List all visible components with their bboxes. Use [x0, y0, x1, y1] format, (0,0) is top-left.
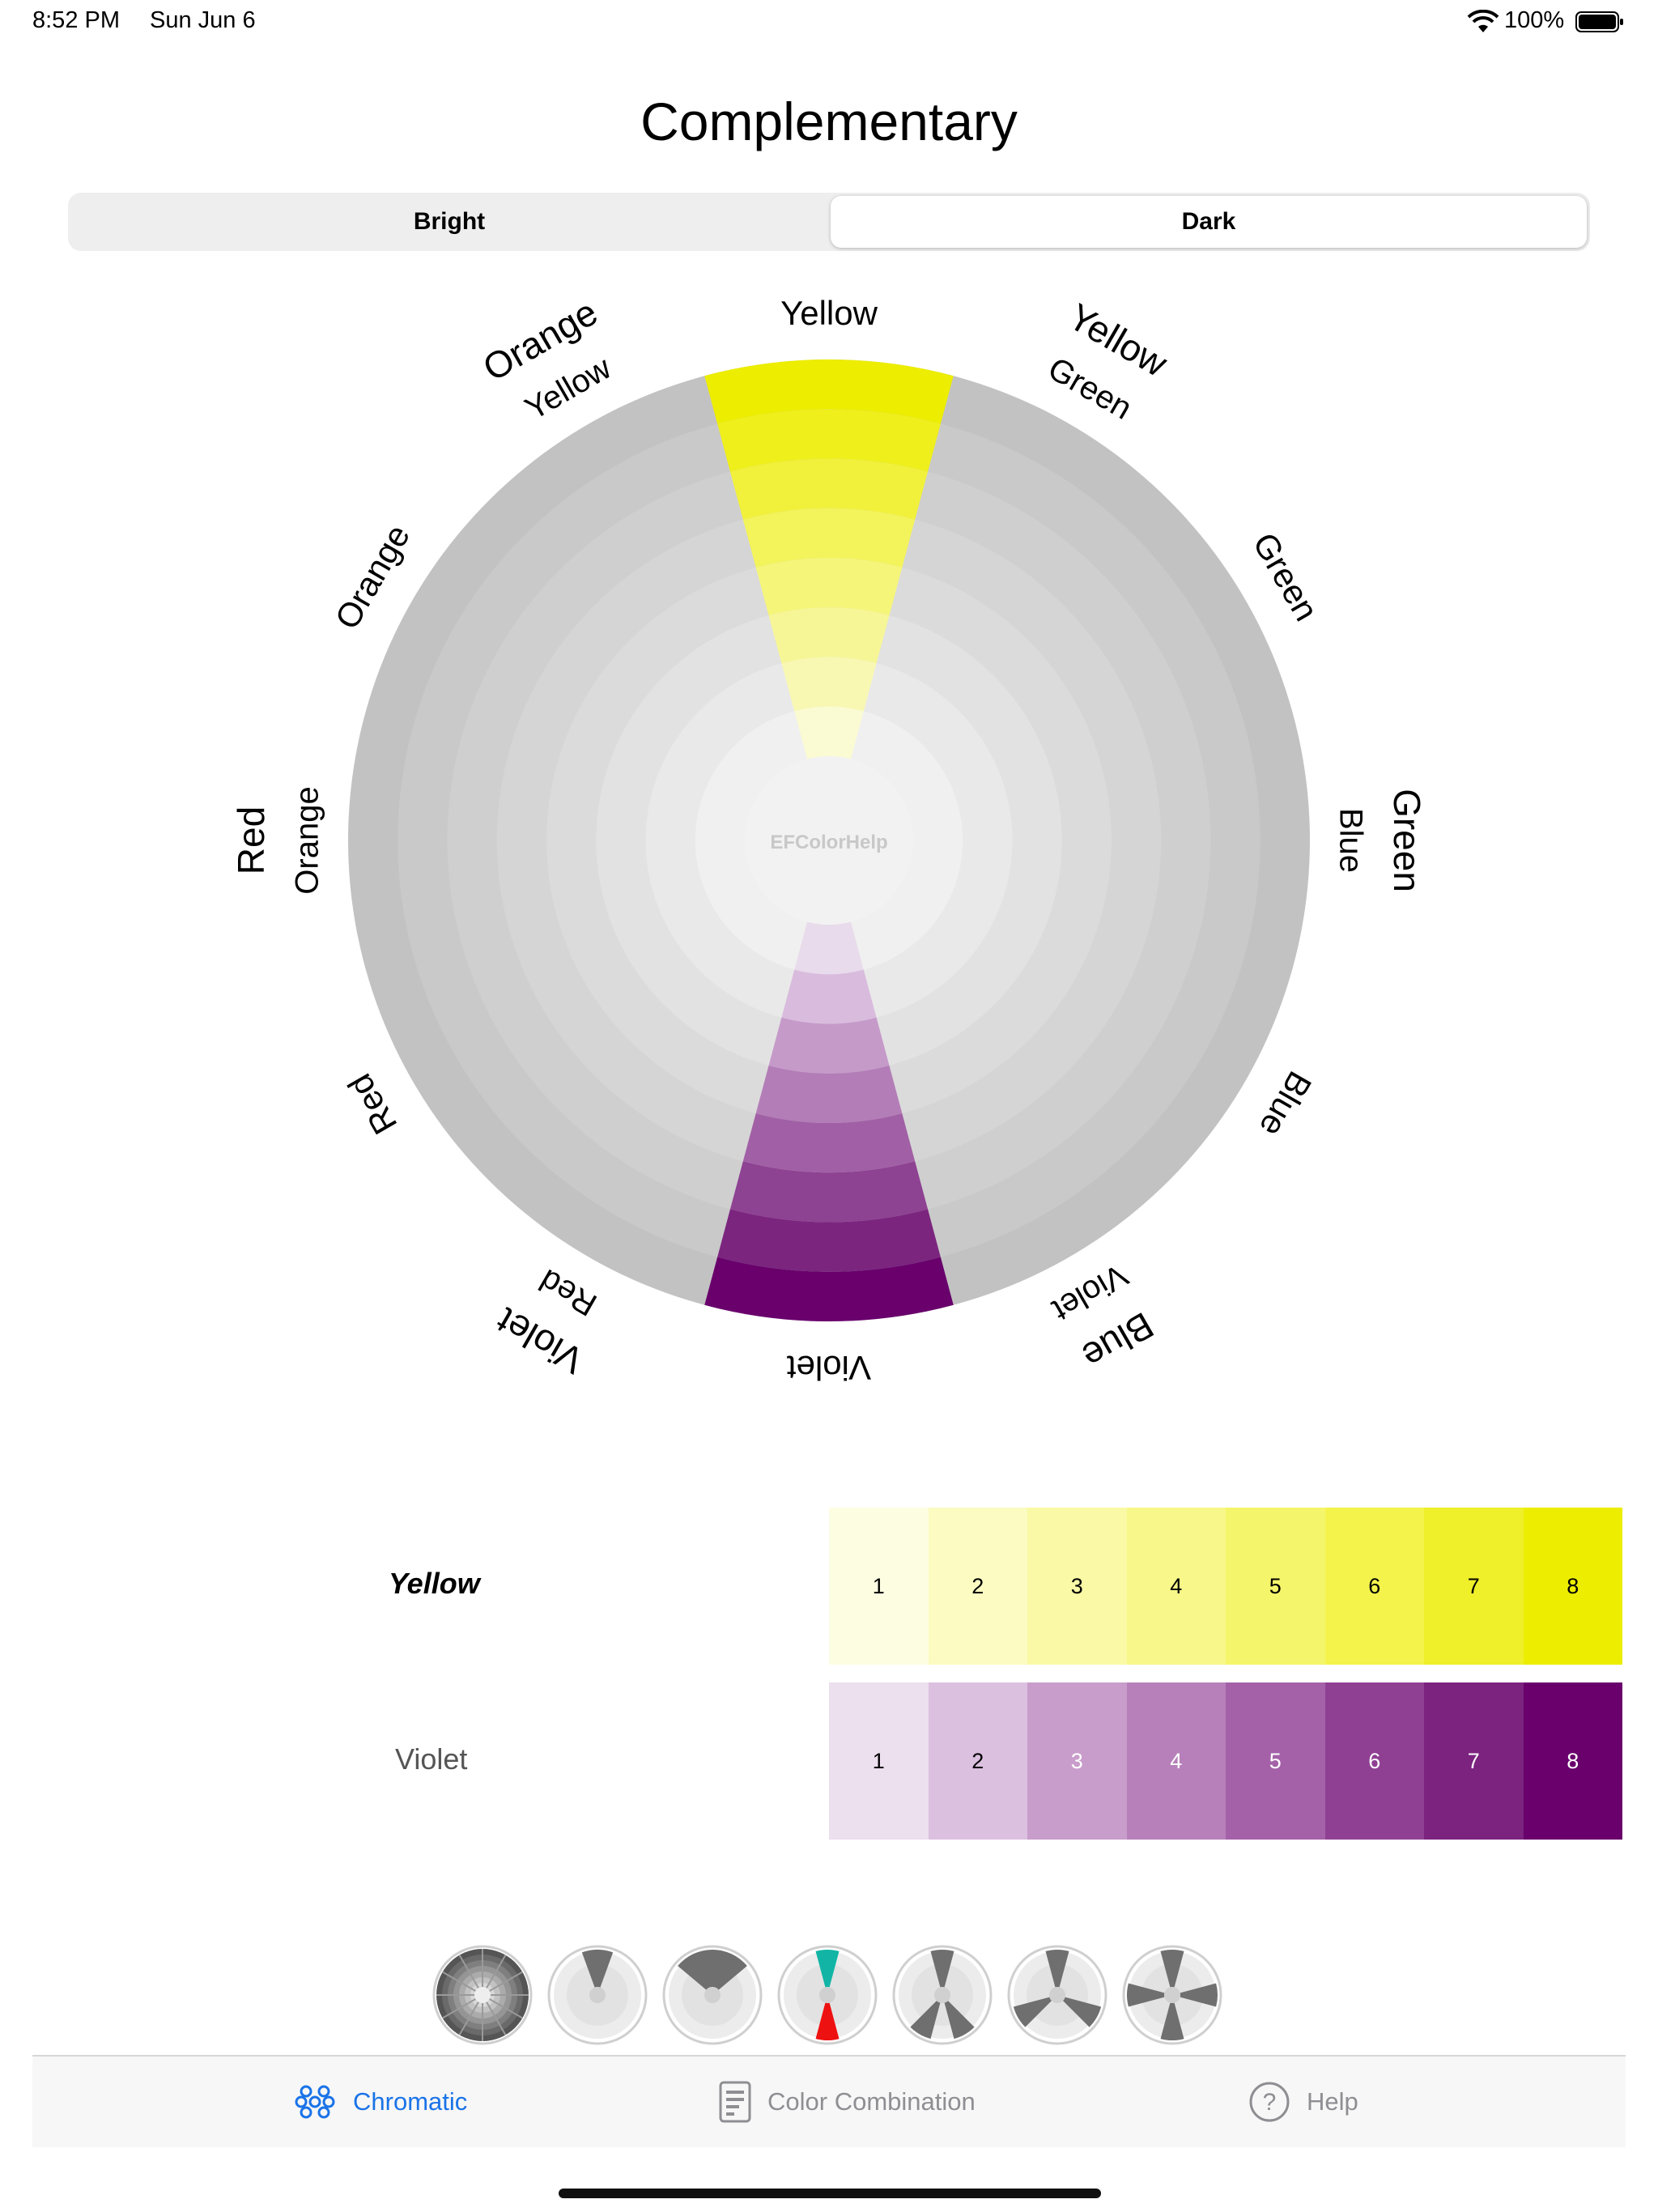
wheel-hue-label: Yellow — [780, 294, 878, 332]
swatch-label-yellow: Yellow — [389, 1567, 480, 1600]
wifi-icon — [1467, 10, 1499, 32]
yellow-sector-band — [704, 359, 954, 424]
yellow-sector-band — [794, 706, 864, 759]
wheel-hue-label: Green — [1246, 526, 1326, 627]
tab-color-combination[interactable]: Color Combination — [717, 2057, 976, 2147]
segment-bright[interactable]: Bright — [413, 208, 486, 235]
yellow-sector-band — [755, 558, 903, 616]
swatch-cell[interactable]: 2 — [928, 1682, 1027, 1840]
wheel-hue-label: Red — [340, 1068, 404, 1141]
status-time: 8:52 PM — [32, 7, 120, 33]
flower-icon — [295, 2085, 335, 2119]
scheme-thumbnails — [432, 1945, 1226, 2045]
wheel-center — [745, 756, 913, 925]
split-complementary-wheel-icon[interactable] — [892, 1945, 993, 2045]
swatch-cell[interactable]: 2 — [928, 1508, 1027, 1665]
swatch-cell[interactable]: 7 — [1424, 1508, 1524, 1665]
wheel-hue-label: Blue — [1075, 1304, 1161, 1378]
home-indicator — [559, 2189, 1101, 2198]
status-bar: 8:52 PM Sun Jun 6 100% — [0, 0, 1658, 45]
tab-chromatic-label: Chromatic — [353, 2087, 468, 2116]
swatch-cell[interactable]: 8 — [1523, 1508, 1622, 1665]
swatch-cell[interactable]: 3 — [1027, 1682, 1127, 1840]
yellow-sector-band — [729, 458, 929, 520]
battery-percent: 100% — [1504, 7, 1565, 33]
page-title: Complementary — [640, 91, 1018, 151]
swatch-cell[interactable]: 5 — [1226, 1508, 1325, 1665]
swatch-cell[interactable]: 6 — [1324, 1682, 1424, 1840]
violet-sector-band — [794, 921, 864, 975]
violet-sector-band — [768, 1017, 890, 1074]
wheel-hue-label: Blue — [1252, 1066, 1320, 1143]
yellow-sector-band — [781, 657, 877, 712]
document-icon — [719, 2081, 751, 2123]
wheel-hue-label: Blue — [1333, 808, 1368, 873]
segment-dark[interactable]: Dark — [831, 196, 1587, 248]
question-icon: ? — [1249, 2082, 1290, 2122]
swatch-cell[interactable]: 6 — [1324, 1508, 1424, 1665]
analogous-wheel-icon[interactable] — [662, 1945, 763, 2045]
tab-bar: Chromatic Color Combination ? Help — [32, 2055, 1626, 2147]
wheel-hue-label: Orange — [290, 786, 325, 894]
tetrad-wheel-icon[interactable] — [1122, 1945, 1222, 2045]
yellow-sector-band — [768, 607, 890, 664]
wheel-hue-label: Red — [534, 1262, 603, 1323]
swatch-cell[interactable]: 7 — [1424, 1682, 1524, 1840]
wheel-center-label: EFColorHelp — [770, 832, 887, 853]
tab-help[interactable]: ? Help — [1247, 2057, 1358, 2147]
swatch-cell[interactable]: 1 — [829, 1508, 929, 1665]
svg-text:?: ? — [1263, 2089, 1277, 2116]
swatch-cell[interactable]: 4 — [1126, 1682, 1226, 1840]
tab-color-combination-label: Color Combination — [767, 2087, 976, 2116]
status-date: Sun Jun 6 — [150, 7, 256, 33]
triad-wheel-icon[interactable] — [1007, 1945, 1107, 2045]
violet-sector-band — [781, 969, 877, 1024]
swatch-cell[interactable]: 4 — [1126, 1508, 1226, 1665]
monochrome-wheel-icon[interactable] — [547, 1945, 648, 2045]
bright-dark-segmented-control: Bright Dark — [68, 193, 1590, 251]
swatch-cell[interactable]: 8 — [1523, 1682, 1622, 1840]
wheel-hue-label: Red — [230, 806, 272, 874]
yellow-sector-band — [742, 508, 916, 568]
violet-sector-band — [704, 1257, 954, 1321]
swatch-cell[interactable]: 3 — [1027, 1508, 1127, 1665]
yellow-sector-band — [717, 409, 941, 472]
complementary-wheel-icon[interactable] — [777, 1945, 878, 2045]
swatch-label-violet: Violet — [395, 1742, 468, 1776]
wheel-hue-label: Violet — [787, 1349, 872, 1387]
violet-sector-band — [755, 1065, 903, 1124]
chromatic-wheel-icon[interactable] — [432, 1945, 533, 2045]
tab-help-label: Help — [1307, 2087, 1358, 2116]
wheel-hue-label: Green — [1386, 789, 1428, 892]
violet-sector-band — [717, 1209, 941, 1272]
battery-icon — [1575, 11, 1623, 32]
violet-sector-band — [729, 1161, 929, 1223]
swatch-cell[interactable]: 5 — [1226, 1682, 1325, 1840]
tab-chromatic[interactable]: Chromatic — [291, 2057, 467, 2147]
violet-sector-band — [742, 1113, 916, 1173]
swatch-cell[interactable]: 1 — [829, 1682, 929, 1840]
